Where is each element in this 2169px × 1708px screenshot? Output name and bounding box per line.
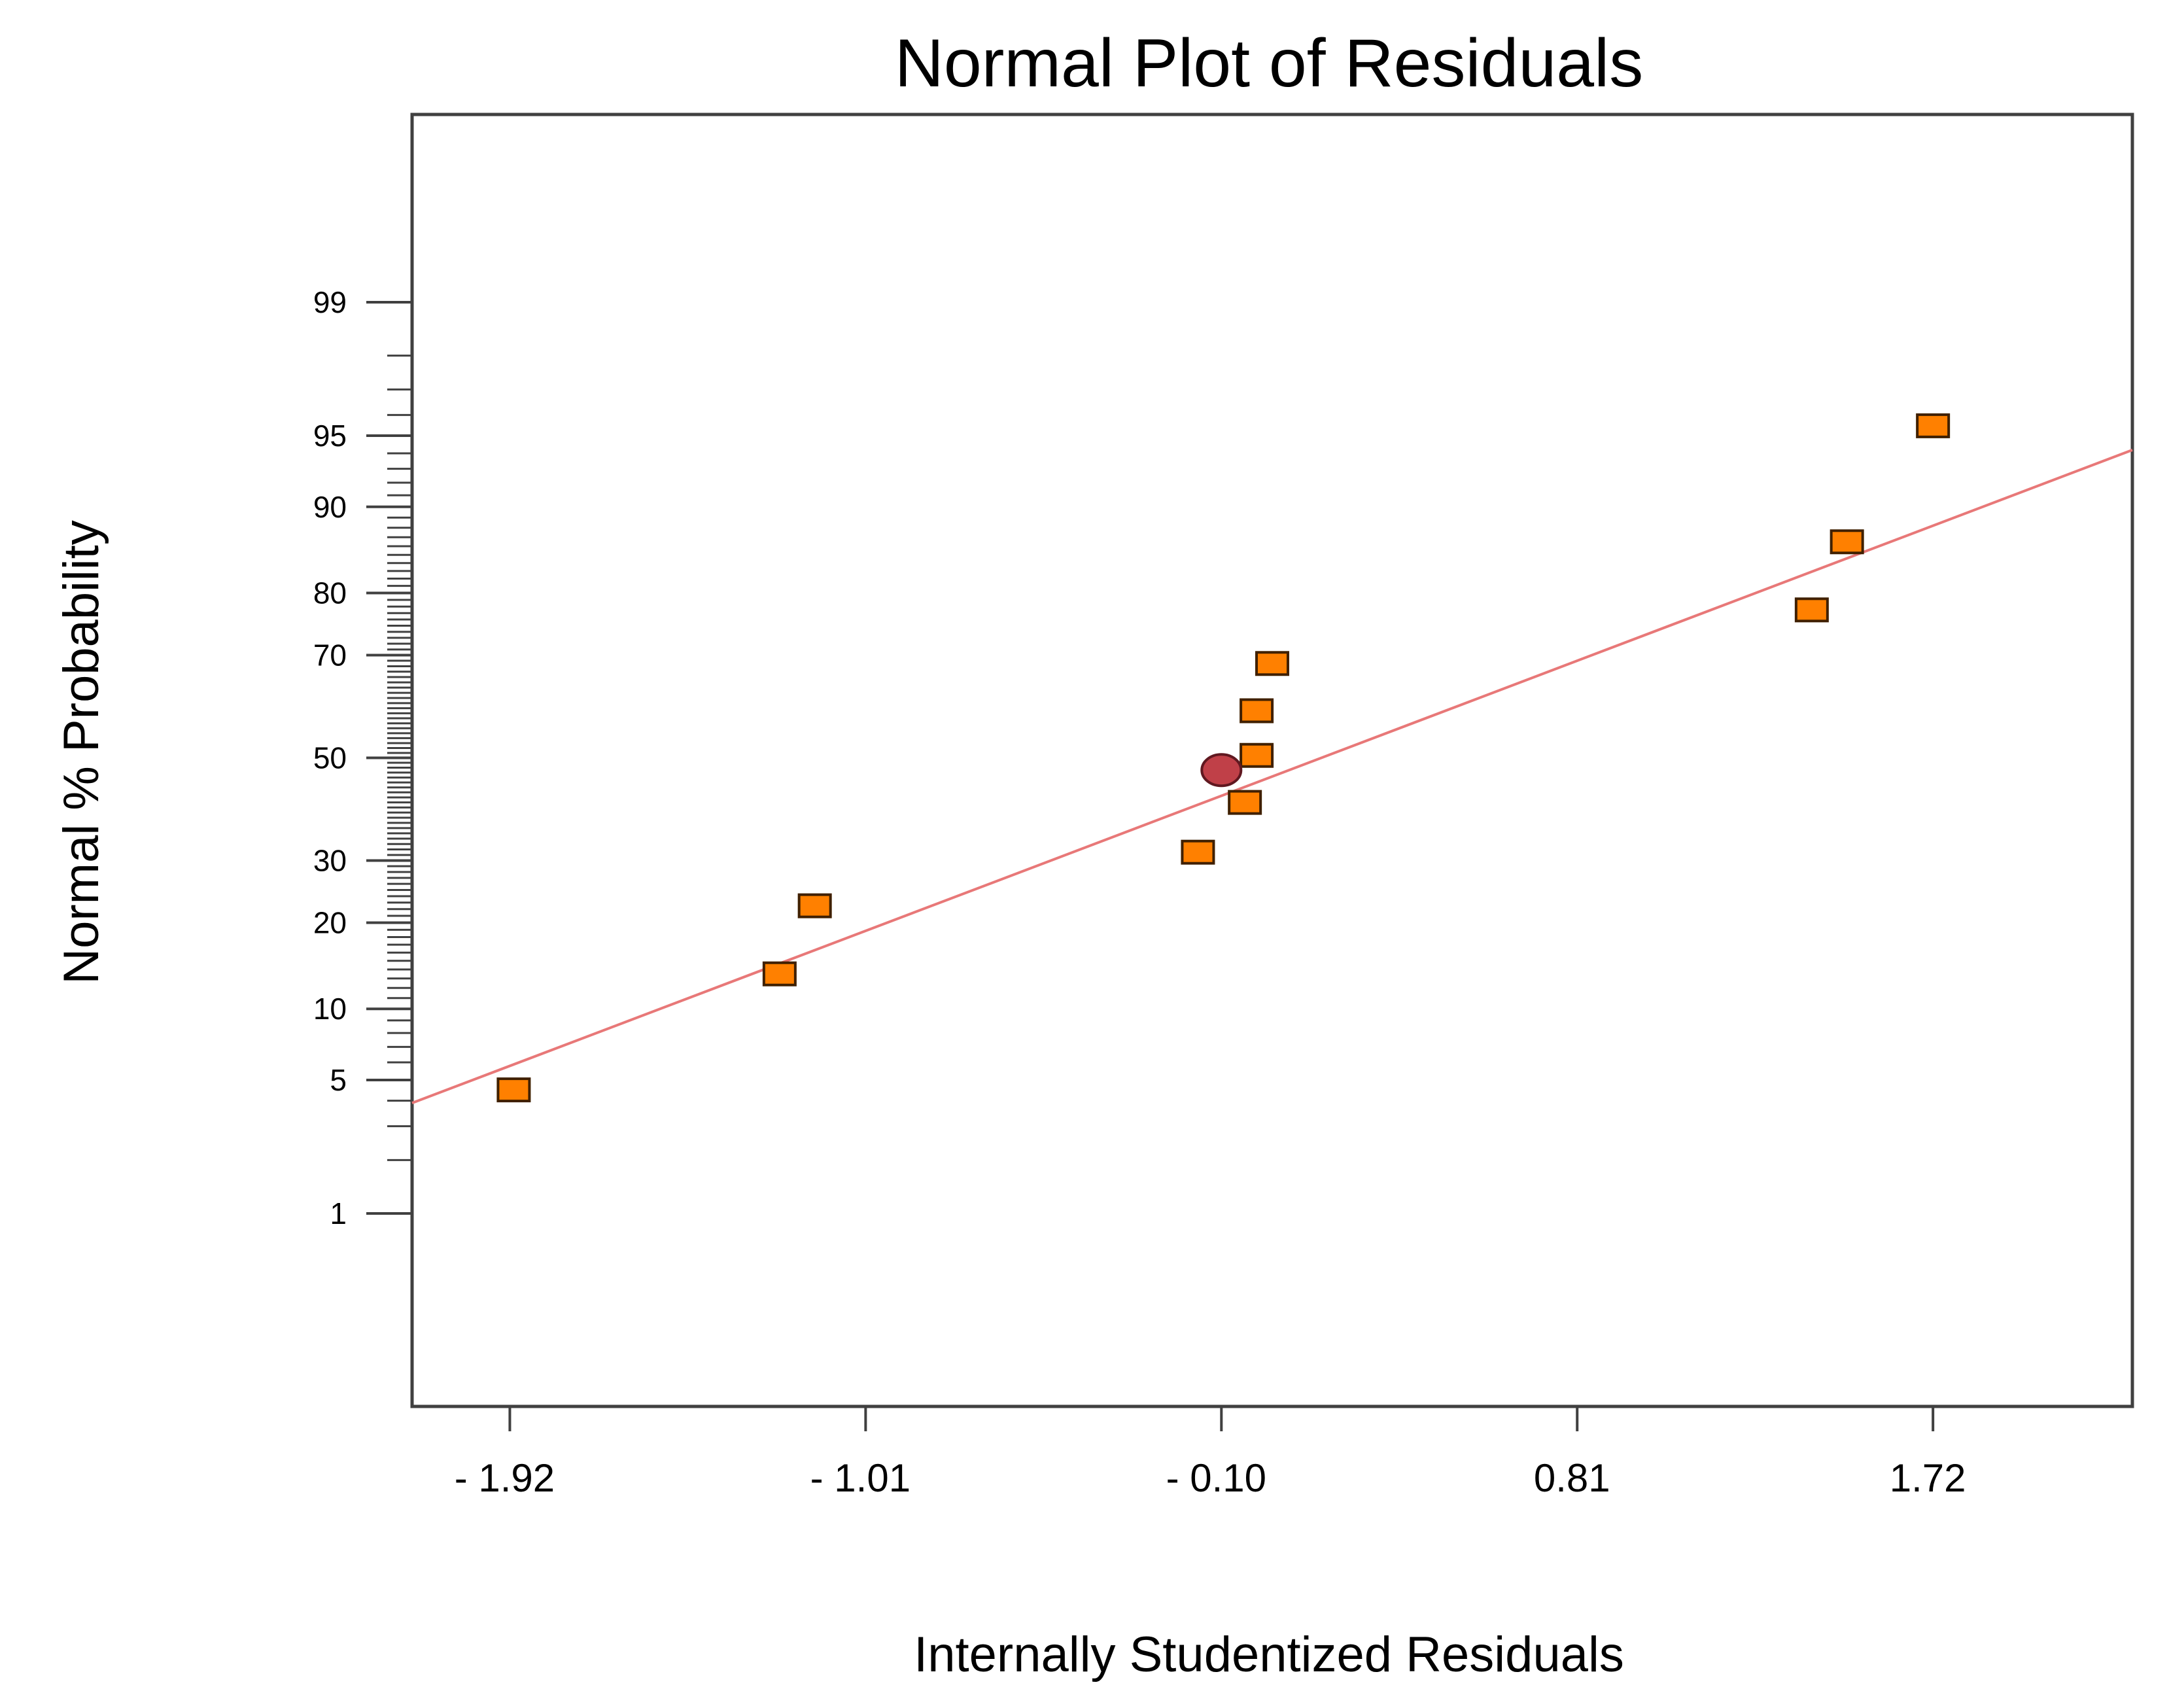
y-tick-label: 10 bbox=[313, 992, 347, 1026]
data-point bbox=[797, 893, 832, 918]
y-tick-label: 1 bbox=[330, 1196, 347, 1230]
x-axis-label: Internally Studentized Residuals bbox=[914, 1627, 1624, 1682]
y-tick-label: 99 bbox=[313, 285, 347, 319]
x-tick-label: 0.81 bbox=[1534, 1456, 1610, 1500]
data-point bbox=[1228, 790, 1262, 815]
data-point bbox=[1240, 698, 1274, 723]
y-tick-label: 5 bbox=[330, 1063, 347, 1097]
plot-frame bbox=[410, 113, 2134, 1408]
fit-line-layer bbox=[411, 449, 2133, 1105]
y-tick-label: 30 bbox=[313, 844, 347, 878]
x-tick-label: 1.72 bbox=[1890, 1456, 1966, 1500]
y-tick-label: 90 bbox=[313, 490, 347, 524]
fit-line bbox=[411, 449, 2133, 1105]
y-tick-label: 80 bbox=[313, 576, 347, 610]
y-tick-label: 50 bbox=[313, 741, 347, 775]
data-point bbox=[762, 961, 797, 986]
y-tick-label: 95 bbox=[313, 419, 347, 453]
y-tick-label: 20 bbox=[313, 905, 347, 939]
x-tick-label: - 1.01 bbox=[810, 1456, 911, 1500]
x-tick-label: - 0.10 bbox=[1166, 1456, 1266, 1500]
y-axis-label: Normal % Probability bbox=[54, 520, 109, 985]
axes-layer: 1 5 10 20 30 50 70 80 90 95 99 - 1.92 - 1.01 - 0.10 0.… bbox=[313, 113, 2134, 1500]
data-point bbox=[1916, 413, 1951, 438]
data-point bbox=[1830, 529, 1864, 555]
data-point bbox=[1794, 597, 1829, 623]
chart-title: Normal Plot of Residuals bbox=[895, 26, 1643, 101]
data-point-circle bbox=[1200, 753, 1243, 788]
y-tick-label: 70 bbox=[313, 638, 347, 672]
points-layer bbox=[496, 413, 1951, 1103]
data-point bbox=[1255, 651, 1289, 676]
data-point bbox=[1240, 742, 1274, 768]
x-tick-label: - 1.92 bbox=[455, 1456, 555, 1500]
data-point bbox=[1181, 839, 1215, 865]
data-point bbox=[496, 1077, 531, 1103]
